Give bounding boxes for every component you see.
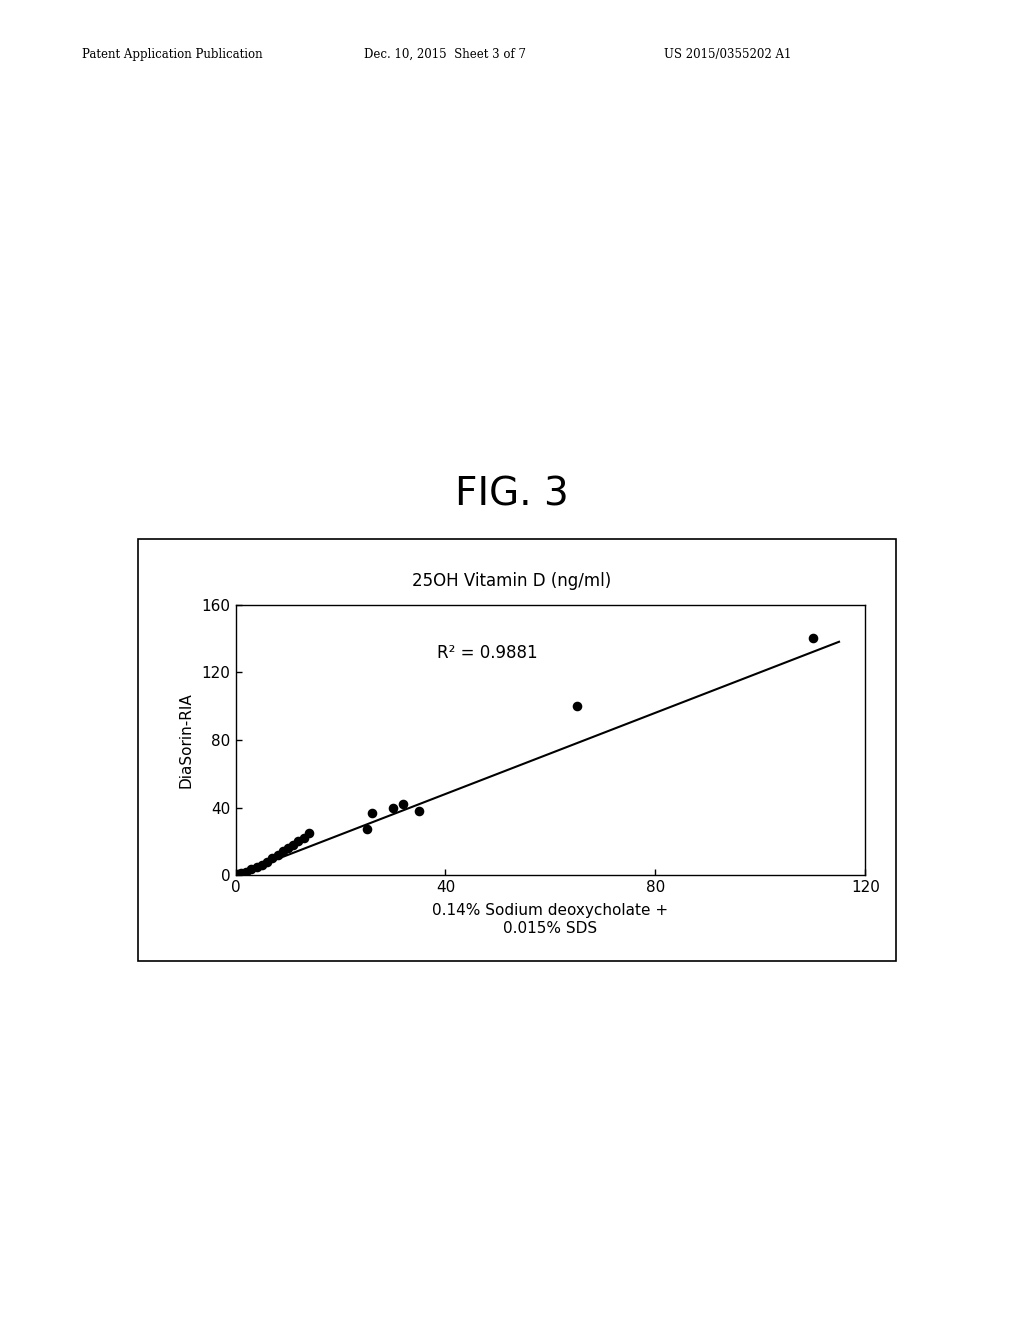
- Point: [385, 797, 401, 818]
- X-axis label: 0.14% Sodium deoxycholate +
0.015% SDS: 0.14% Sodium deoxycholate + 0.015% SDS: [432, 903, 669, 936]
- Text: R² = 0.9881: R² = 0.9881: [437, 644, 538, 663]
- Point: [296, 828, 312, 849]
- Point: [274, 841, 291, 862]
- Point: [254, 854, 270, 875]
- Point: [269, 845, 286, 866]
- Point: [243, 859, 259, 880]
- Point: [264, 847, 281, 869]
- Point: [364, 803, 380, 824]
- Text: Dec. 10, 2015  Sheet 3 of 7: Dec. 10, 2015 Sheet 3 of 7: [364, 48, 525, 61]
- Point: [358, 818, 375, 840]
- Point: [291, 830, 307, 851]
- Point: [805, 628, 821, 649]
- Point: [259, 851, 275, 873]
- Point: [230, 863, 247, 884]
- Text: Patent Application Publication: Patent Application Publication: [82, 48, 262, 61]
- Point: [568, 696, 585, 717]
- Point: [411, 800, 427, 821]
- Y-axis label: DiaSorin-RIA: DiaSorin-RIA: [178, 692, 194, 788]
- Text: FIG. 3: FIG. 3: [455, 477, 569, 513]
- Point: [248, 857, 264, 878]
- Point: [232, 863, 249, 884]
- Point: [395, 793, 412, 814]
- Point: [301, 822, 317, 843]
- Point: [280, 837, 296, 858]
- Point: [285, 834, 301, 855]
- Text: 25OH Vitamin D (ng/ml): 25OH Vitamin D (ng/ml): [413, 572, 611, 590]
- Text: US 2015/0355202 A1: US 2015/0355202 A1: [664, 48, 791, 61]
- Point: [238, 861, 254, 882]
